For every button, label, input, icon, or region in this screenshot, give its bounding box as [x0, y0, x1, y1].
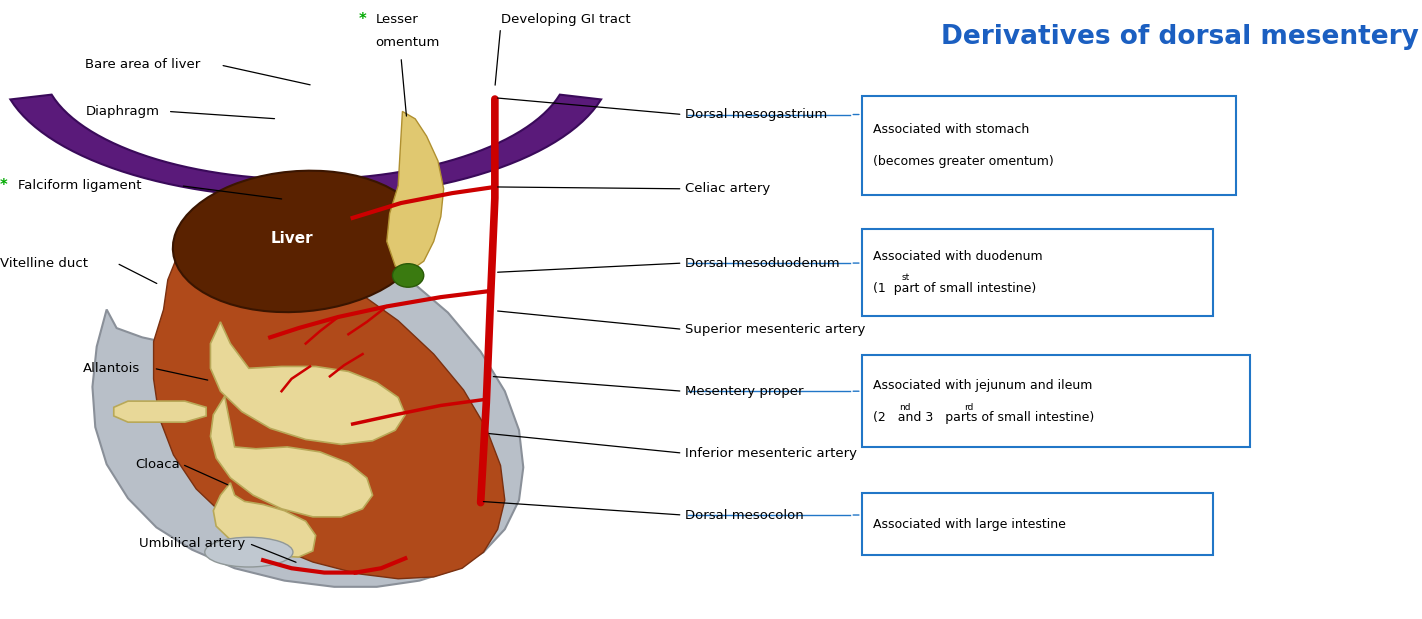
- Text: Falciform ligament: Falciform ligament: [18, 179, 142, 193]
- Text: Associated with large intestine: Associated with large intestine: [873, 517, 1066, 531]
- Text: (becomes greater omentum): (becomes greater omentum): [873, 155, 1054, 168]
- Text: (1  part of small intestine): (1 part of small intestine): [873, 282, 1037, 295]
- Ellipse shape: [173, 171, 424, 312]
- Text: Lesser: Lesser: [375, 13, 418, 27]
- Text: Derivatives of dorsal mesentery: Derivatives of dorsal mesentery: [941, 24, 1419, 50]
- Text: Dorsal mesocolon: Dorsal mesocolon: [685, 508, 805, 522]
- Text: omentum: omentum: [375, 35, 439, 49]
- Text: *: *: [0, 178, 7, 193]
- Text: Liver: Liver: [270, 231, 313, 246]
- Text: Dorsal mesogastrium: Dorsal mesogastrium: [685, 108, 828, 121]
- Polygon shape: [210, 396, 373, 517]
- FancyBboxPatch shape: [862, 96, 1236, 195]
- Text: Allantois: Allantois: [82, 361, 139, 375]
- Text: *: *: [358, 12, 365, 27]
- Text: Umbilical artery: Umbilical artery: [139, 537, 246, 550]
- Text: nd: nd: [899, 403, 910, 412]
- Text: Mesentery proper: Mesentery proper: [685, 384, 803, 398]
- Text: rd: rd: [964, 403, 974, 412]
- Polygon shape: [387, 111, 444, 271]
- Text: Associated with stomach: Associated with stomach: [873, 123, 1030, 136]
- Polygon shape: [154, 240, 505, 579]
- Text: Cloaca: Cloaca: [135, 457, 179, 471]
- Text: st: st: [902, 273, 910, 282]
- Polygon shape: [114, 401, 206, 422]
- Text: Developing GI tract: Developing GI tract: [501, 13, 630, 27]
- FancyBboxPatch shape: [862, 229, 1213, 316]
- Ellipse shape: [205, 537, 293, 567]
- Text: Associated with duodenum: Associated with duodenum: [873, 249, 1042, 263]
- Text: Bare area of liver: Bare area of liver: [85, 58, 201, 72]
- FancyBboxPatch shape: [862, 493, 1213, 555]
- Polygon shape: [213, 483, 316, 557]
- Text: Celiac artery: Celiac artery: [685, 182, 771, 196]
- Ellipse shape: [392, 264, 424, 287]
- Text: Associated with jejunum and ileum: Associated with jejunum and ileum: [873, 378, 1092, 392]
- FancyBboxPatch shape: [862, 355, 1250, 447]
- Text: (2   and 3   parts of small intestine): (2 and 3 parts of small intestine): [873, 410, 1095, 424]
- Text: Superior mesenteric artery: Superior mesenteric artery: [685, 322, 866, 336]
- Polygon shape: [210, 322, 405, 444]
- Text: Vitelline duct: Vitelline duct: [0, 256, 88, 270]
- Polygon shape: [10, 95, 602, 198]
- Text: Dorsal mesoduodenum: Dorsal mesoduodenum: [685, 256, 840, 270]
- Polygon shape: [92, 220, 523, 587]
- Text: Inferior mesenteric artery: Inferior mesenteric artery: [685, 446, 857, 460]
- Text: Diaphragm: Diaphragm: [85, 105, 159, 118]
